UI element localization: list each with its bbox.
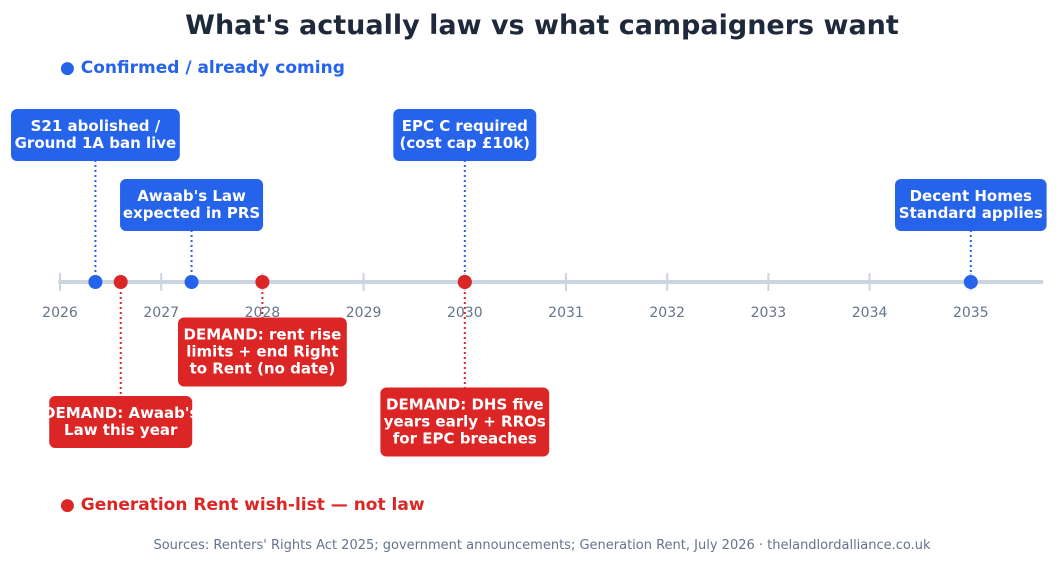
event-label-text: EPC C required — [402, 117, 528, 135]
event-label-text: (cost cap £10k) — [400, 134, 531, 152]
chart-title: What's actually law vs what campaigners … — [185, 10, 899, 41]
event-label-box — [120, 179, 264, 231]
event-label-text: DEMAND: DHS five — [386, 396, 544, 414]
event-label-text: Ground 1A ban live — [15, 134, 177, 152]
event-label-text: Awaab's Law — [137, 187, 246, 205]
event-label-text: limits + end Right — [186, 343, 338, 361]
event-label-text: Decent Homes — [910, 187, 1032, 205]
event-points — [88, 275, 978, 289]
event-point-demand — [457, 275, 472, 289]
event-label-text: expected in PRS — [123, 204, 260, 222]
event-point-demand — [113, 275, 128, 289]
event-labels: S21 abolished /Ground 1A ban live Awaab's… — [11, 109, 1047, 457]
event-label-confirmed: S21 abolished /Ground 1A ban live — [11, 109, 180, 161]
event-label-text: years early + RROs — [384, 413, 546, 431]
event-point-demand — [255, 275, 270, 289]
event-label-text: Law this year — [64, 421, 178, 439]
event-label-box — [178, 317, 347, 387]
event-label-text: Standard applies — [899, 204, 1043, 222]
tick-label: 2035 — [953, 305, 989, 321]
tick-label: 2031 — [548, 305, 584, 321]
event-label-text: for EPC breaches — [393, 430, 537, 448]
legend-confirmed: ● Confirmed / already coming — [60, 58, 345, 78]
tick-label: 2027 — [143, 305, 179, 321]
event-label-box — [380, 387, 550, 457]
event-label-text: S21 abolished / — [31, 117, 161, 135]
event-point-confirmed — [88, 275, 103, 289]
event-label-text: to Rent (no date) — [190, 360, 336, 378]
event-label-confirmed: EPC C required(cost cap £10k) — [393, 109, 537, 161]
event-label-text: DEMAND: rent rise — [184, 326, 342, 344]
event-label-text: DEMAND: Awaab's — [43, 404, 198, 422]
event-label-box — [11, 109, 180, 161]
tick-label: 2034 — [852, 305, 888, 321]
event-label-box — [49, 396, 193, 448]
legend-demand: ● Generation Rent wish-list — not law — [60, 495, 425, 515]
tick-label: 2032 — [649, 305, 685, 321]
event-point-confirmed — [963, 275, 978, 289]
source-note: Sources: Renters' Rights Act 2025; gover… — [153, 538, 931, 553]
tick-label: 2026 — [42, 305, 78, 321]
tick-label: 2033 — [751, 305, 787, 321]
event-label-box — [895, 179, 1047, 231]
event-point-confirmed — [184, 275, 199, 289]
tick-label: 2029 — [346, 305, 382, 321]
event-label-box — [393, 109, 537, 161]
